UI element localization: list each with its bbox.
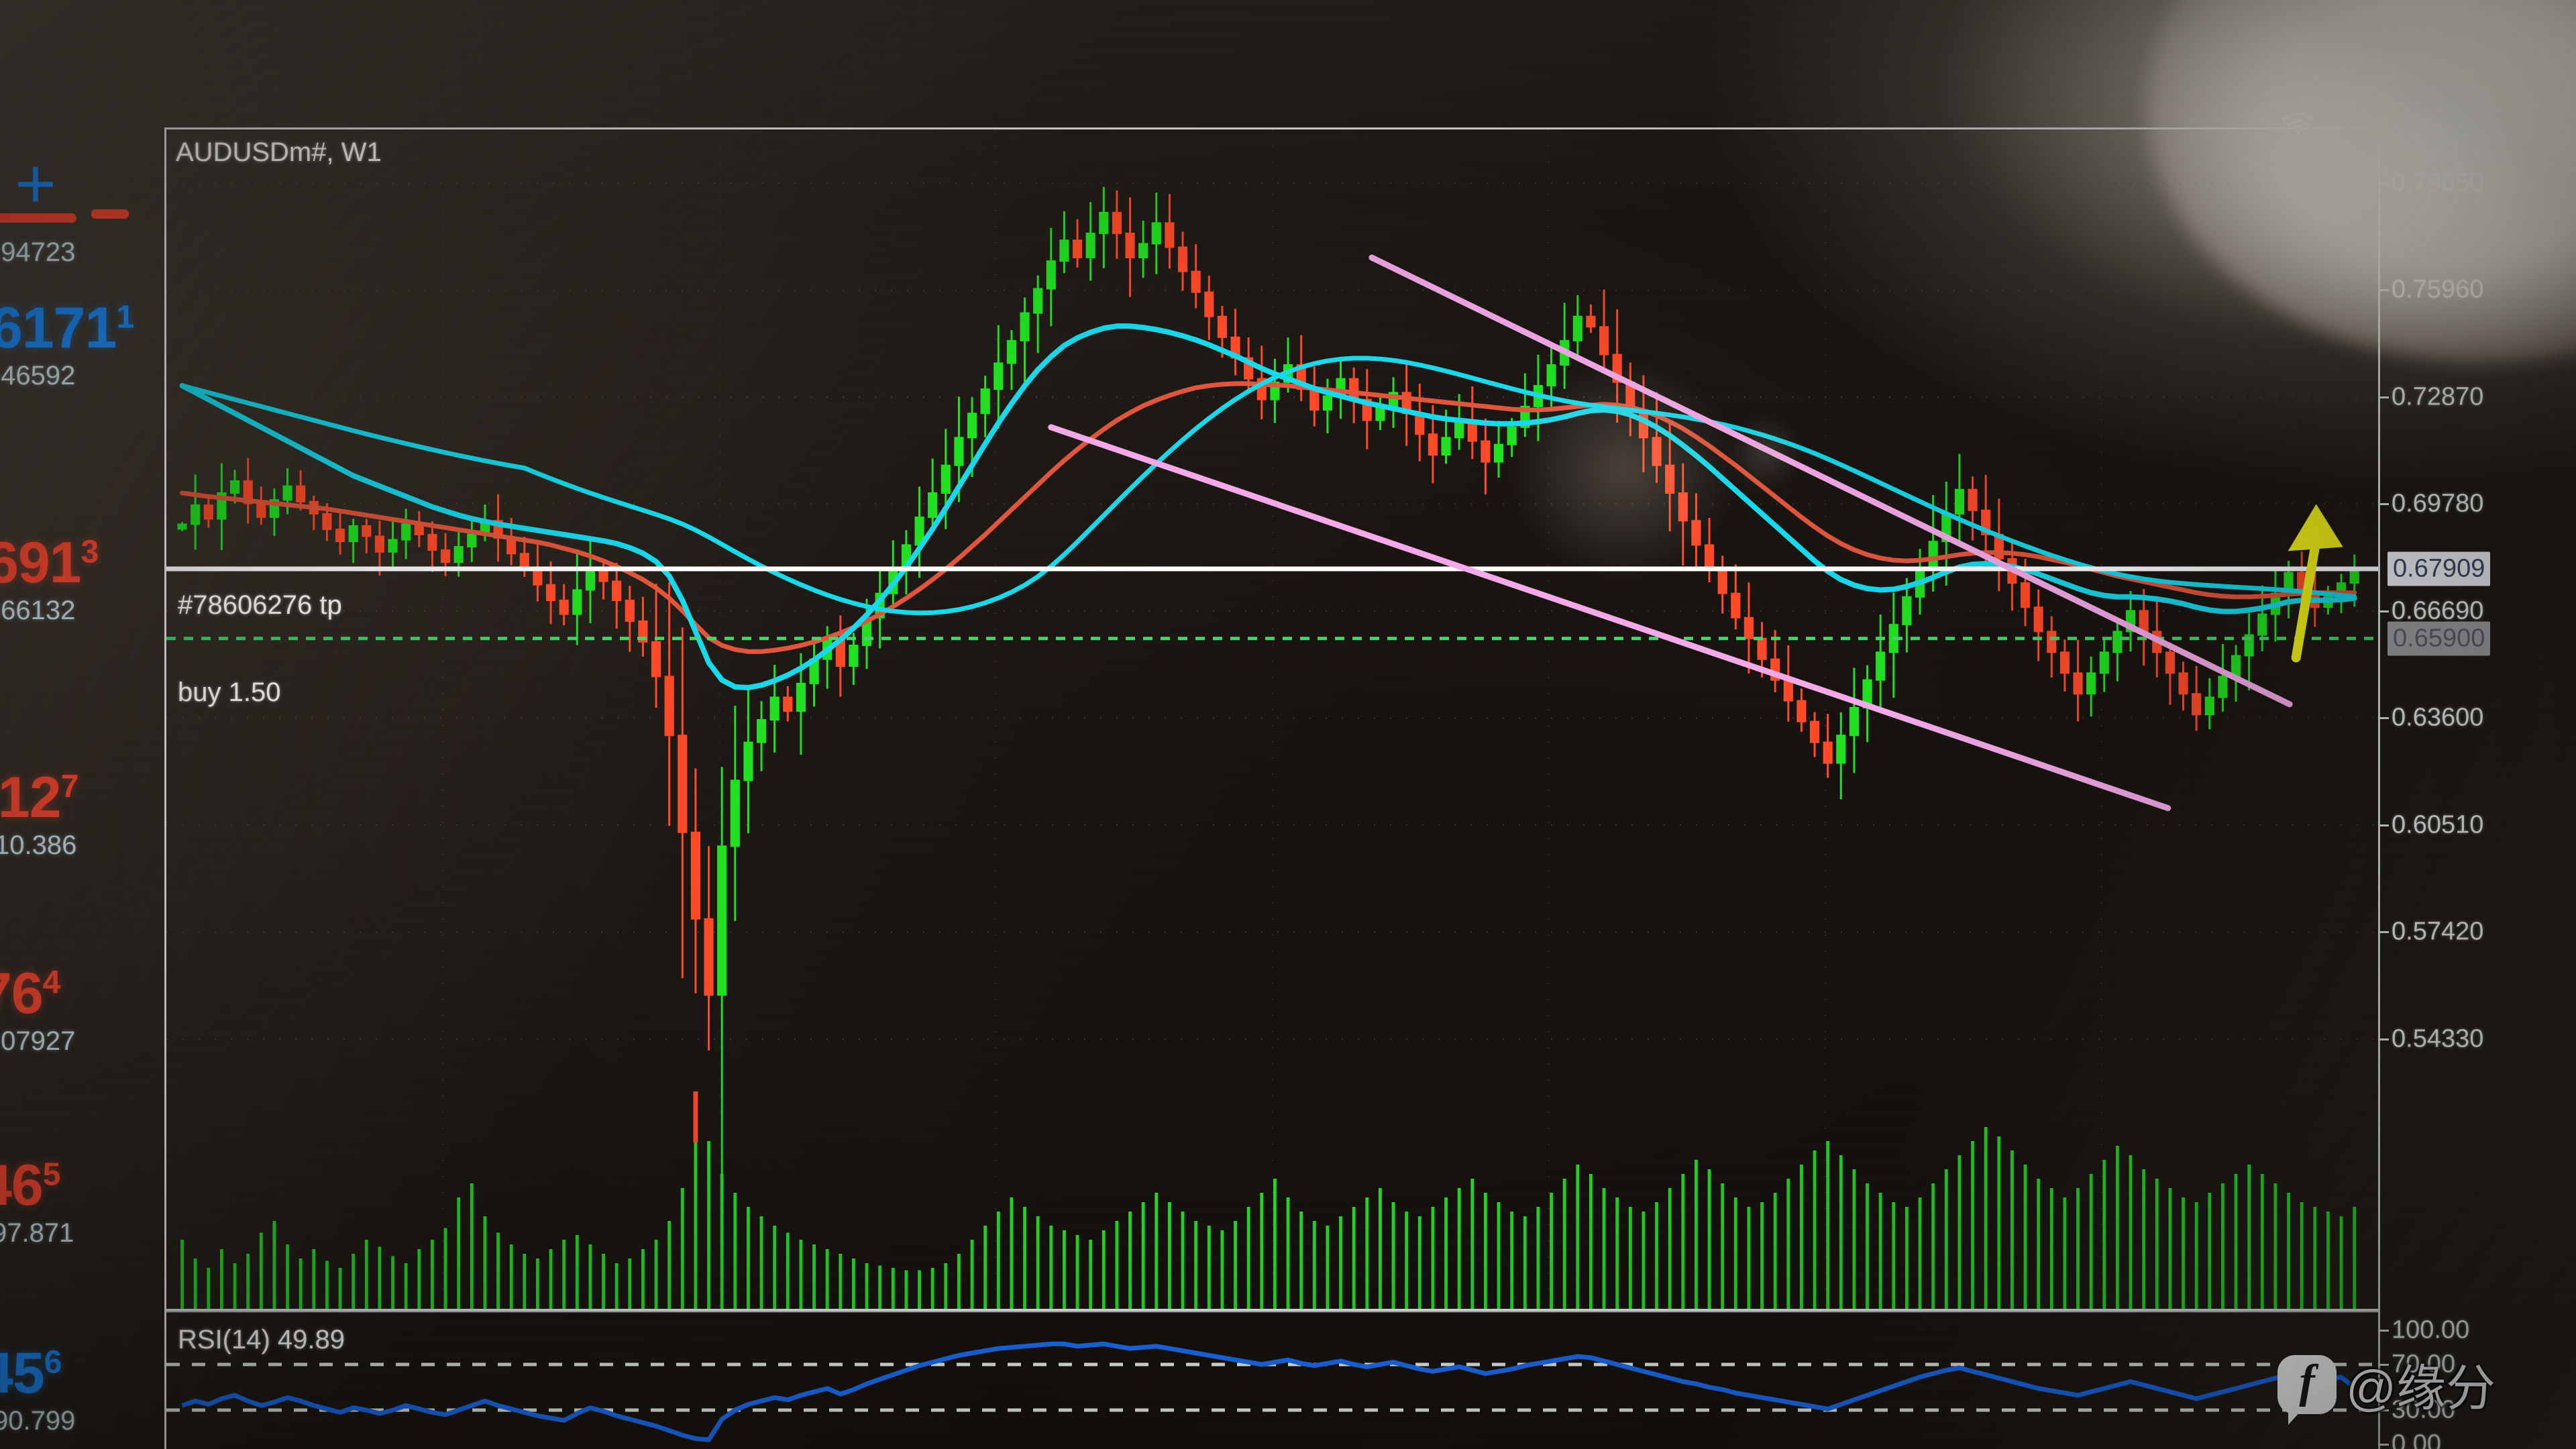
- chart-frame: [164, 127, 2378, 1449]
- quote-price-pip: 4: [42, 964, 61, 1001]
- quote-sub-value: 97.871: [0, 1218, 74, 1248]
- price-tick-label: 0.72870: [2392, 382, 2484, 411]
- chart-gridlines: [166, 129, 2378, 1310]
- lower-descending-trendline: [1048, 424, 2171, 812]
- price-tick: [2378, 289, 2389, 292]
- price-tick-label: 0.75960: [2392, 275, 2484, 304]
- price-tick-label: 0.66690: [2392, 596, 2484, 625]
- quote-price-main: 45: [0, 1341, 45, 1405]
- upper-descending-trendline: [1368, 254, 2293, 708]
- quote-price-pip: 6: [44, 1344, 62, 1381]
- price-tick: [2378, 1038, 2389, 1040]
- quote-dash-marker: [0, 213, 76, 223]
- price-tick: [2378, 717, 2389, 720]
- price-tick: [2378, 1364, 2389, 1366]
- quote-price-main: 46: [0, 1153, 44, 1218]
- rsi-tick-label: 30.00: [2392, 1395, 2456, 1424]
- price-tick: [2378, 1330, 2389, 1332]
- quote-price-pip: 5: [42, 1156, 61, 1193]
- quote-sub-value: .07927: [0, 1026, 76, 1056]
- quote-price-pip: 3: [80, 533, 99, 570]
- chart-plot-area[interactable]: [166, 129, 2378, 1449]
- price-tick-label: 0.60510: [2392, 810, 2484, 839]
- price-tick: [2378, 396, 2389, 398]
- tp-line-label: #78606276 tp: [178, 590, 342, 620]
- ma-slow-line: [180, 381, 2357, 654]
- price-tick: [2378, 610, 2389, 612]
- quote-price: 764: [0, 961, 60, 1027]
- rsi-tick-label: 70.00: [2392, 1350, 2456, 1379]
- quote-sub-value: 10.386: [0, 830, 77, 860]
- price-tick: [2378, 503, 2389, 506]
- ma-fast-line: [179, 323, 2357, 690]
- price-axis-line: [2378, 127, 2380, 1449]
- watermark-handle: @缘分: [2346, 1360, 2496, 1416]
- quote-price: 456: [0, 1340, 62, 1407]
- rsi-line: [181, 1341, 2356, 1442]
- chart-symbol-label: AUDUSDm#, W1: [176, 138, 382, 167]
- quote-sub-value: .46592: [0, 361, 76, 390]
- price-tick: [2378, 1444, 2389, 1446]
- price-tick: [2378, 1409, 2389, 1411]
- quote-price-main: 76: [0, 961, 44, 1026]
- logo-tail: [2288, 1409, 2302, 1425]
- quote-sub-value: 90.799: [0, 1406, 76, 1436]
- rsi-tick-label: 100.00: [2392, 1316, 2470, 1344]
- volume-histogram: [180, 1104, 2357, 1310]
- quote-price-main: .12: [0, 765, 62, 830]
- quote-price-main: 6171: [0, 296, 117, 360]
- quote-price: 6913: [0, 530, 99, 596]
- quote-sub-value: .66132: [0, 596, 76, 625]
- current-price-label: 0.67909: [2387, 551, 2491, 586]
- quote-price-pip: 1: [116, 299, 134, 335]
- quote-sub-value: .94723: [0, 237, 76, 267]
- chart-canvas: [166, 129, 2378, 1442]
- price-tick: [2378, 824, 2389, 826]
- facebook-messenger-logo: [2277, 1354, 2337, 1425]
- rsi-tick-label: 0.00: [2392, 1430, 2441, 1449]
- quotes-sidebar[interactable]: + .94723 61711 .46592 6913 .66132 .127: [0, 0, 164, 1449]
- watermark: @缘分: [2277, 1348, 2496, 1425]
- price-tick-label: 0.57420: [2392, 917, 2484, 946]
- price-tick-label: 0.63600: [2392, 703, 2484, 732]
- buy-line-label: buy 1.50: [178, 678, 281, 707]
- bid-price-label: 0.65900: [2387, 621, 2491, 656]
- rsi-indicator-label: RSI(14) 49.89: [178, 1325, 345, 1354]
- quote-price: 465: [0, 1152, 60, 1219]
- quote-price-pip: 7: [60, 768, 79, 805]
- quote-price: .127: [0, 765, 78, 831]
- quote-dash-marker-2: [91, 209, 129, 219]
- price-scale[interactable]: 0.79050 0.75960 0.72870 0.69780 0.66690 0.636…: [2378, 127, 2576, 1449]
- bullish-breakout-arrow: [2288, 504, 2343, 663]
- price-tick: [2378, 931, 2389, 934]
- add-symbol-button[interactable]: +: [0, 144, 164, 225]
- price-tick: [2378, 182, 2389, 184]
- quote-price: 61711: [0, 295, 134, 362]
- price-tick-label: 0.79050: [2392, 168, 2484, 197]
- price-tick-label: 0.54330: [2392, 1024, 2484, 1053]
- plus-icon: +: [15, 144, 56, 223]
- ma-long-line: [180, 356, 2357, 616]
- quote-price-main: 691: [0, 531, 81, 595]
- price-tick-label: 0.69780: [2392, 489, 2484, 518]
- candlestick-series: [177, 186, 2359, 1195]
